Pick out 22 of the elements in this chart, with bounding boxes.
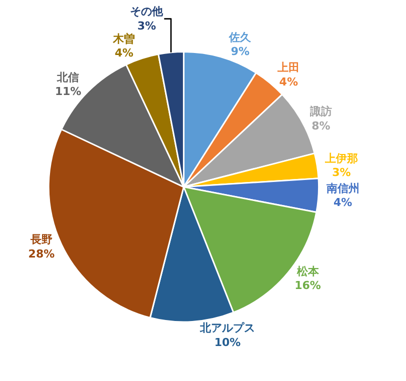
slice-label: 南信州 [325,182,360,195]
slice-label: 北アルプス [199,322,256,335]
slice-label: 松本 [296,264,320,278]
data-label: 16% [294,279,321,292]
data-label: 9% [230,45,250,58]
data-label: 8% [312,119,330,132]
data-label: 4% [114,46,134,60]
data-label: 11% [55,85,82,98]
slice-label: 上田 [276,61,300,74]
slice-label: 木曽 [112,32,136,46]
slice-label: 北信 [56,70,80,84]
data-label: 3% [137,19,156,32]
data-label: 4% [334,196,352,210]
data-label: 10% [214,336,241,349]
data-label: 3% [332,166,351,180]
data-label: 4% [279,75,298,88]
slice-label: その他 [130,5,164,18]
slice-label: 佐久 [228,30,252,44]
slice-label: 長野 [29,233,52,246]
slice-label: 上伊那 [324,152,358,165]
slice-label: 諏訪 [308,104,332,118]
data-label: 28% [28,248,55,261]
